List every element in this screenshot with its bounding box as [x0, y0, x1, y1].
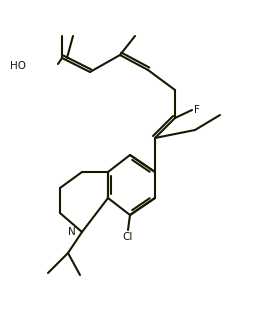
Text: N: N: [68, 227, 76, 237]
Text: F: F: [194, 105, 200, 115]
Text: Cl: Cl: [123, 232, 133, 242]
Text: HO: HO: [10, 61, 26, 71]
